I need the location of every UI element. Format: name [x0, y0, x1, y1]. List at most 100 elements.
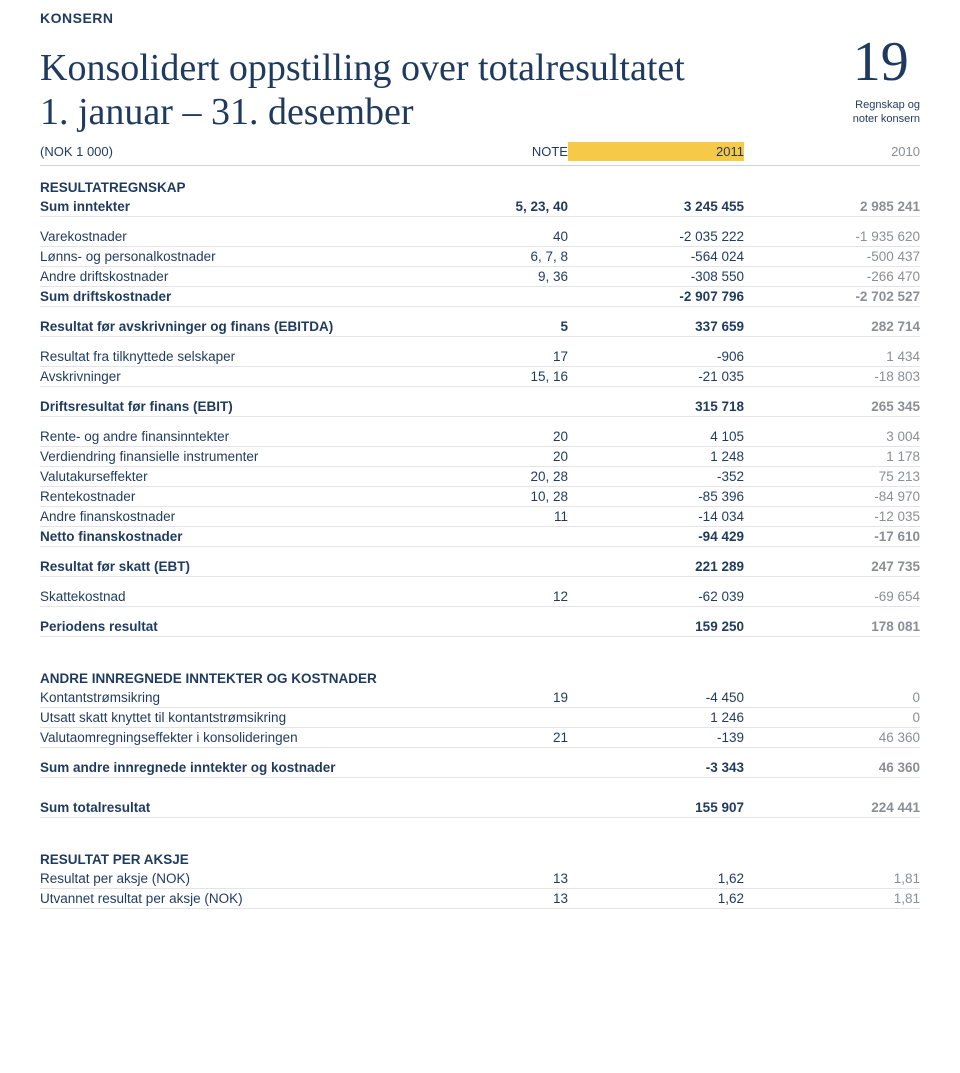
table-row: [40, 387, 920, 398]
table-row: Andre finanskostnader11-14 034-12 035: [40, 507, 920, 527]
spacer-cell: [40, 607, 920, 618]
table-row: [40, 417, 920, 428]
table-row: Lønns- og personalkostnader6, 7, 8-564 0…: [40, 247, 920, 267]
page-header: Konsolidert oppstilling over totalresult…: [40, 30, 920, 134]
cell-label: RESULTATREGNSKAP: [40, 166, 471, 198]
table-row: [40, 748, 920, 759]
table-row: [40, 547, 920, 558]
cell-year-1: -3 343: [568, 758, 744, 778]
cell-year-1: -139: [568, 728, 744, 748]
cell-note: [471, 657, 568, 688]
cell-label: Andre driftskostnader: [40, 267, 471, 287]
cell-note: [471, 617, 568, 637]
cell-label: Rentekostnader: [40, 487, 471, 507]
cell-note: 5: [471, 317, 568, 337]
cell-label: Resultat før skatt (EBT): [40, 557, 471, 577]
table-row: Avskrivninger15, 16-21 035-18 803: [40, 367, 920, 387]
page-title: Konsolidert oppstilling over totalresult…: [40, 47, 685, 134]
cell-year-1: 155 907: [568, 798, 744, 818]
table-row: [40, 607, 920, 618]
cell-note: 5, 23, 40: [471, 197, 568, 217]
spacer-cell: [40, 788, 920, 798]
spacer-cell: [40, 417, 920, 428]
table-row: ANDRE INNREGNEDE INNTEKTER OG KOSTNADER: [40, 657, 920, 688]
cell-label: ANDRE INNREGNEDE INNTEKTER OG KOSTNADER: [40, 657, 471, 688]
spacer-cell: [40, 577, 920, 588]
cell-note: 20, 28: [471, 467, 568, 487]
cell-note: 17: [471, 347, 568, 367]
cell-year-1: -906: [568, 347, 744, 367]
cell-year-2: 247 735: [744, 557, 920, 577]
table-header-row: (NOK 1 000) NOTE 2011 2010: [40, 140, 920, 166]
table-row: Utsatt skatt knyttet til kontantstrømsik…: [40, 708, 920, 728]
cell-year-2: 224 441: [744, 798, 920, 818]
cell-year-2: 0: [744, 708, 920, 728]
cell-year-1: -4 450: [568, 688, 744, 708]
spacer-cell: [40, 818, 920, 829]
cell-label: Utsatt skatt knyttet til kontantstrømsik…: [40, 708, 471, 728]
cell-note: [471, 166, 568, 198]
table-row: Resultat fra tilknyttede selskaper17-906…: [40, 347, 920, 367]
cell-note: 9, 36: [471, 267, 568, 287]
cell-label: Sum driftskostnader: [40, 287, 471, 307]
cell-year-2: -18 803: [744, 367, 920, 387]
table-row: Verdiendring finansielle instrumenter201…: [40, 447, 920, 467]
cell-year-2: 2 985 241: [744, 197, 920, 217]
spacer-cell: [40, 217, 920, 228]
table-row: Valutakurseffekter20, 28-35275 213: [40, 467, 920, 487]
cell-note: 13: [471, 869, 568, 889]
cell-label: Valutaomregningseffekter i konsolidering…: [40, 728, 471, 748]
cell-note: [471, 708, 568, 728]
cell-label: Sum andre innregnede inntekter og kostna…: [40, 758, 471, 778]
table-row: [40, 637, 920, 648]
cell-year-2: 75 213: [744, 467, 920, 487]
cell-year-1: 3 245 455: [568, 197, 744, 217]
table-row: Sum totalresultat 155 907224 441: [40, 798, 920, 818]
col-header-label: (NOK 1 000): [40, 140, 471, 166]
cell-note: 11: [471, 507, 568, 527]
table-row: [40, 307, 920, 318]
table-row: [40, 647, 920, 657]
cell-year-1: -2 907 796: [568, 287, 744, 307]
table-row: Skattekostnad12-62 039-69 654: [40, 587, 920, 607]
cell-note: [471, 527, 568, 547]
cell-year-2: 3 004: [744, 427, 920, 447]
spacer-cell: [40, 637, 920, 648]
cell-label: Resultat før avskrivninger og finans (EB…: [40, 317, 471, 337]
cell-year-1: 1,62: [568, 869, 744, 889]
cell-label: Kontantstrømsikring: [40, 688, 471, 708]
title-line-2: 1. januar – 31. desember: [40, 91, 414, 133]
table-row: [40, 577, 920, 588]
cell-year-2: -2 702 527: [744, 287, 920, 307]
cell-year-2: -69 654: [744, 587, 920, 607]
cell-year-1: 1,62: [568, 889, 744, 909]
cell-note: [471, 397, 568, 417]
page-number: 19: [853, 30, 920, 94]
cell-label: Sum totalresultat: [40, 798, 471, 818]
col-header-year-2: 2010: [744, 140, 920, 166]
col-header-year-1: 2011: [568, 140, 744, 166]
cell-year-1: 1 248: [568, 447, 744, 467]
spacer-cell: [40, 307, 920, 318]
cell-year-1: -94 429: [568, 527, 744, 547]
table-row: Netto finanskostnader-94 429-17 610: [40, 527, 920, 547]
cell-year-2: 1 178: [744, 447, 920, 467]
cell-year-2: [744, 838, 920, 869]
cell-year-1: [568, 166, 744, 198]
table-row: [40, 337, 920, 348]
cell-year-2: -266 470: [744, 267, 920, 287]
table-row: Valutaomregningseffekter i konsolidering…: [40, 728, 920, 748]
cell-note: 20: [471, 427, 568, 447]
table-row: Utvannet resultat per aksje (NOK)131,621…: [40, 889, 920, 909]
cell-label: Avskrivninger: [40, 367, 471, 387]
cell-year-1: 315 718: [568, 397, 744, 417]
cell-label: Sum inntekter: [40, 197, 471, 217]
cell-year-2: -84 970: [744, 487, 920, 507]
cell-year-1: -14 034: [568, 507, 744, 527]
table-row: [40, 788, 920, 798]
cell-year-2: 1,81: [744, 889, 920, 909]
cell-year-1: -85 396: [568, 487, 744, 507]
cell-year-1: -308 550: [568, 267, 744, 287]
cell-note: 20: [471, 447, 568, 467]
spacer-cell: [40, 647, 920, 657]
